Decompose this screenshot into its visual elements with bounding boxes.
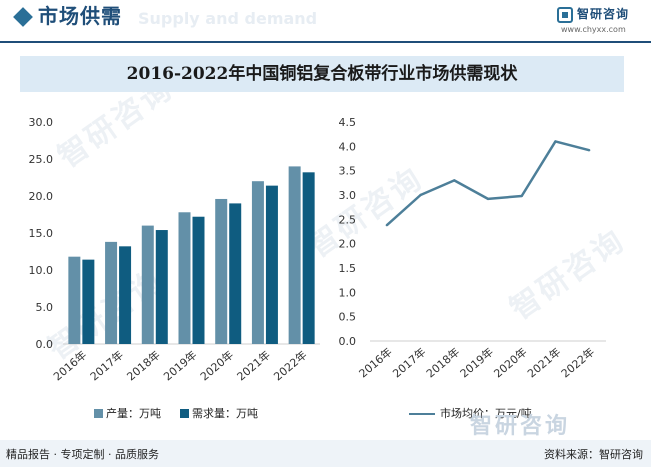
chart-title: 2016-2022年中国铜铝复合板带行业市场供需现状 (126, 64, 518, 84)
legend-swatch-production (94, 409, 103, 418)
y-tick-label: 0.0 (36, 338, 54, 351)
data-point-price (385, 223, 389, 227)
bar-production (251, 181, 264, 344)
legend-label-production: 产量：万吨 (106, 407, 161, 420)
data-point-price (587, 149, 591, 152)
footer-watermark: 智研咨询 (470, 414, 571, 439)
y-tick-label: 10.0 (29, 264, 54, 277)
bar-demand (155, 230, 168, 344)
logo-url: www.chyxx.com (561, 25, 626, 34)
bar-demand (192, 216, 205, 344)
y-tick-label: 1.5 (339, 262, 357, 275)
page-footer: 精品报告 · 专项定制 · 品质服务 资料来源：智研咨询 (0, 440, 651, 467)
x-tick-label: 2021年 (524, 345, 563, 381)
bar-production (68, 256, 81, 344)
data-point-price (486, 197, 490, 201)
y-tick-label: 0.0 (339, 335, 357, 348)
data-point-price (419, 193, 422, 197)
bar-demand (82, 259, 95, 344)
bar-demand (229, 203, 242, 344)
y-tick-label: 2.0 (339, 238, 357, 251)
y-tick-label: 5.0 (36, 301, 54, 314)
bar-production (178, 212, 191, 344)
header-divider (0, 41, 651, 43)
page-title: 市场供需 (38, 4, 122, 28)
x-tick-label: 2020年 (491, 345, 530, 381)
data-point-price (520, 194, 523, 198)
y-tick-label: 1.0 (339, 286, 357, 299)
bar-production (141, 225, 154, 344)
bar-production (105, 241, 118, 344)
logo: 智研咨询 www.chyxx.com (557, 5, 647, 39)
x-tick-label: 2018年 (423, 345, 462, 381)
legend-label-demand: 需求量：万吨 (192, 407, 258, 420)
x-tick-label: 2017年 (390, 345, 429, 381)
legend-label-price: 市场均价：万元/吨 (440, 407, 532, 420)
x-tick-label: 2022年 (558, 345, 597, 381)
y-tick-label: 4.5 (339, 116, 357, 129)
y-tick-label: 25.0 (29, 153, 54, 166)
bar-production (288, 166, 301, 344)
bar-demand (119, 246, 132, 344)
bar-demand (302, 172, 315, 344)
logo-name: 智研咨询 (577, 7, 630, 21)
series-line-price (386, 140, 590, 227)
bar-production (215, 198, 228, 344)
y-tick-label: 0.5 (339, 311, 357, 324)
data-point-price (554, 140, 557, 143)
legend-line-price (409, 413, 435, 415)
y-tick-label: 3.5 (339, 165, 357, 178)
x-tick-label: 2019年 (457, 345, 496, 381)
data-source: 资料来源：智研咨询 (544, 448, 643, 461)
bar-demand (265, 185, 278, 344)
data-point-price (453, 179, 456, 182)
logo-icon (557, 7, 573, 23)
y-tick-label: 30.0 (29, 116, 54, 129)
legend-swatch-demand (180, 409, 189, 418)
footer-tagline: 精品报告 · 专项定制 · 品质服务 (6, 448, 159, 461)
y-tick-label: 20.0 (29, 190, 54, 203)
page-header: Supply and demand 市场供需 智研咨询 www.chyxx.co… (0, 0, 651, 43)
x-tick-label: 2016年 (356, 345, 395, 381)
y-tick-label: 15.0 (29, 227, 54, 240)
y-tick-label: 3.0 (339, 189, 357, 202)
y-tick-label: 4.0 (339, 140, 357, 153)
header-ghost-text: Supply and demand (138, 9, 318, 28)
chart-title-band: 2016-2022年中国铜铝复合板带行业市场供需现状 (20, 56, 624, 92)
y-tick-label: 2.5 (339, 213, 357, 226)
